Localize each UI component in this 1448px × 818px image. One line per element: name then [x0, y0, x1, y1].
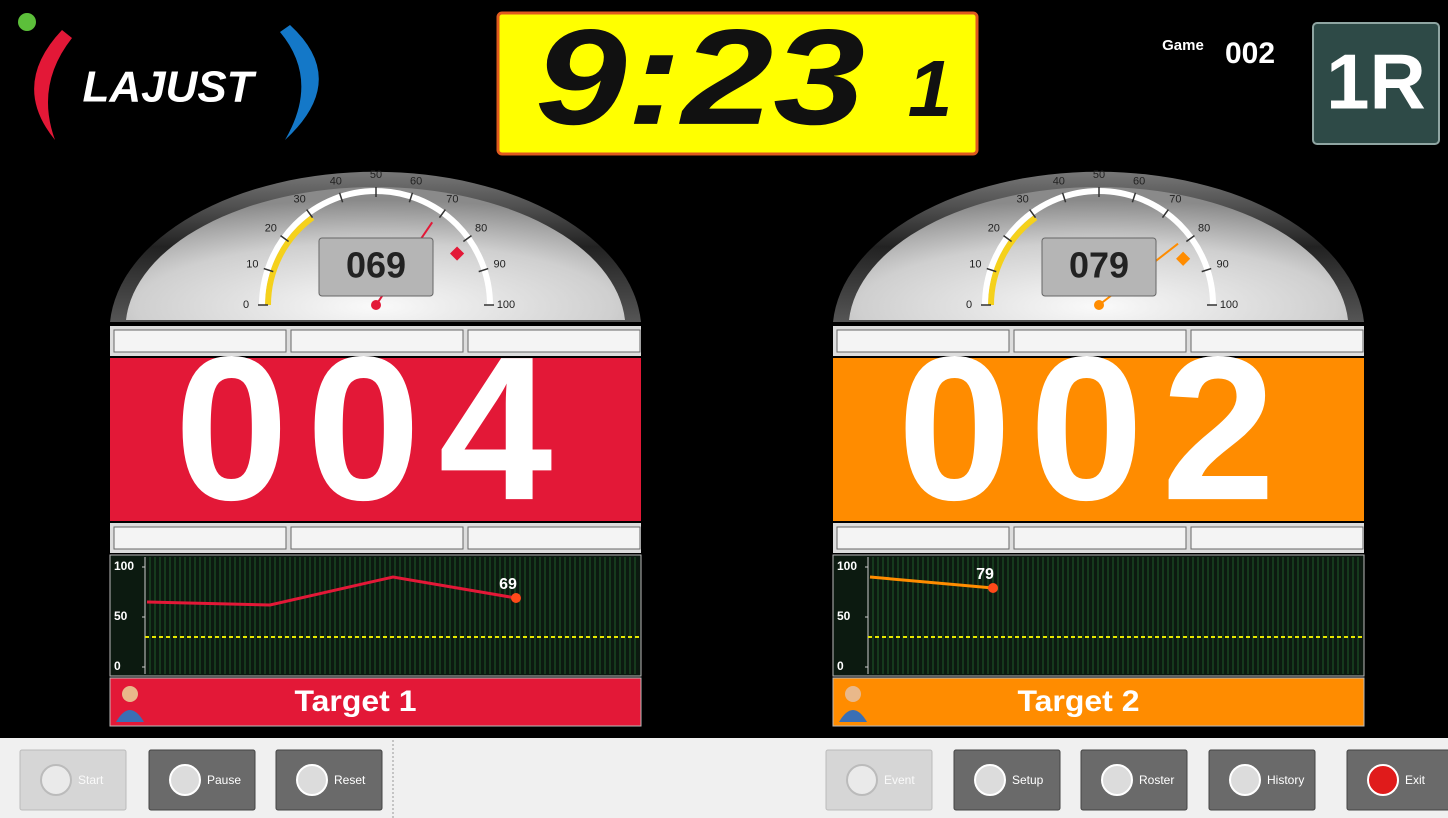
- player-icon-head: [122, 686, 138, 702]
- button-face: [276, 750, 382, 810]
- gauge-tick-label: 70: [446, 194, 458, 206]
- button-label: History: [1267, 773, 1304, 787]
- gauge-tick-label: 60: [1133, 175, 1145, 187]
- game-label: Game: [1162, 37, 1204, 54]
- button-icon: [170, 765, 200, 795]
- gauge-hub: [1094, 300, 1104, 310]
- score: 004: [174, 314, 570, 543]
- gauge-tick-label: 90: [494, 259, 506, 271]
- gauge-readout: 079: [1069, 245, 1129, 286]
- button-label: Setup: [1012, 773, 1044, 787]
- button-label: Exit: [1405, 773, 1426, 787]
- gauge-tick-label: 30: [1016, 194, 1028, 206]
- button-face: [20, 750, 126, 810]
- screen: LAJUST 9:23 1 Game 002 1R 0 10 20 30 40 50 60 7…: [0, 0, 1448, 818]
- gauge-tick-label: 30: [293, 194, 305, 206]
- button-icon: [975, 765, 1005, 795]
- button-label: Roster: [1139, 773, 1174, 787]
- gauge-tick-label: 0: [243, 299, 249, 311]
- gauge-tick-label: 40: [330, 175, 342, 187]
- game-number: 002: [1225, 37, 1275, 70]
- button-label: Start: [78, 773, 104, 787]
- gauge-tick-label: 10: [246, 259, 258, 271]
- toolbar-button[interactable]: Exit: [1347, 750, 1448, 810]
- toolbar-button[interactable]: Start: [20, 750, 126, 810]
- y-tick-label: 0: [114, 659, 121, 673]
- last-value-label: 79: [976, 566, 994, 583]
- last-value-label: 69: [499, 576, 517, 593]
- button-icon: [847, 765, 877, 795]
- gauge-tick-label: 100: [497, 299, 515, 311]
- gauge-tick-label: 90: [1217, 259, 1229, 271]
- gauge-tick-label: 10: [969, 259, 981, 271]
- button-label: Pause: [207, 773, 241, 787]
- y-tick-label: 50: [837, 609, 851, 623]
- clock-tenths: 1: [908, 44, 953, 133]
- toolbar-button[interactable]: Roster: [1081, 750, 1187, 810]
- toolbar-button[interactable]: Setup: [954, 750, 1060, 810]
- last-point: [988, 583, 998, 593]
- y-tick-label: 0: [837, 659, 844, 673]
- button-icon: [297, 765, 327, 795]
- toolbar-button[interactable]: Pause: [149, 750, 255, 810]
- gauge-tick-label: 40: [1053, 175, 1065, 187]
- button-face: [954, 750, 1060, 810]
- button-icon: [1368, 765, 1398, 795]
- toolbar-button[interactable]: Event: [826, 750, 932, 810]
- gauge-tick-label: 50: [370, 169, 382, 181]
- toolbar-button[interactable]: History: [1209, 750, 1315, 810]
- player-icon-head: [845, 686, 861, 702]
- y-tick-label: 50: [114, 609, 128, 623]
- round: 1R: [1326, 38, 1426, 126]
- gauge-hub: [371, 300, 381, 310]
- gauge-tick-label: 80: [475, 222, 487, 234]
- gauge-readout: 069: [346, 245, 406, 286]
- logo-text: LAJUST: [82, 63, 256, 112]
- target-name: Target 1: [295, 685, 417, 718]
- score: 002: [897, 314, 1293, 543]
- gauge-tick-label: 50: [1093, 169, 1105, 181]
- gauge-tick-label: 80: [1198, 222, 1210, 234]
- gauge-tick-label: 20: [988, 222, 1000, 234]
- gauge-tick-label: 0: [966, 299, 972, 311]
- gauge-tick-label: 60: [410, 175, 422, 187]
- y-tick-label: 100: [837, 559, 857, 573]
- status-light: [18, 13, 36, 31]
- button-face: [826, 750, 932, 810]
- last-point: [511, 593, 521, 603]
- target-name: Target 2: [1018, 685, 1140, 718]
- page: {"header": {"logo": "LAJUST", "clock": {…: [0, 0, 1448, 818]
- clock-time: 9:23: [535, 1, 865, 153]
- gauge-tick-label: 70: [1169, 194, 1181, 206]
- toolbar-button[interactable]: Reset: [276, 750, 382, 810]
- gauge-tick-label: 20: [265, 222, 277, 234]
- button-icon: [1102, 765, 1132, 795]
- button-label: Event: [884, 773, 915, 787]
- y-tick-label: 100: [114, 559, 134, 573]
- button-icon: [1230, 765, 1260, 795]
- button-label: Reset: [334, 773, 366, 787]
- button-icon: [41, 765, 71, 795]
- gauge-tick-label: 100: [1220, 299, 1238, 311]
